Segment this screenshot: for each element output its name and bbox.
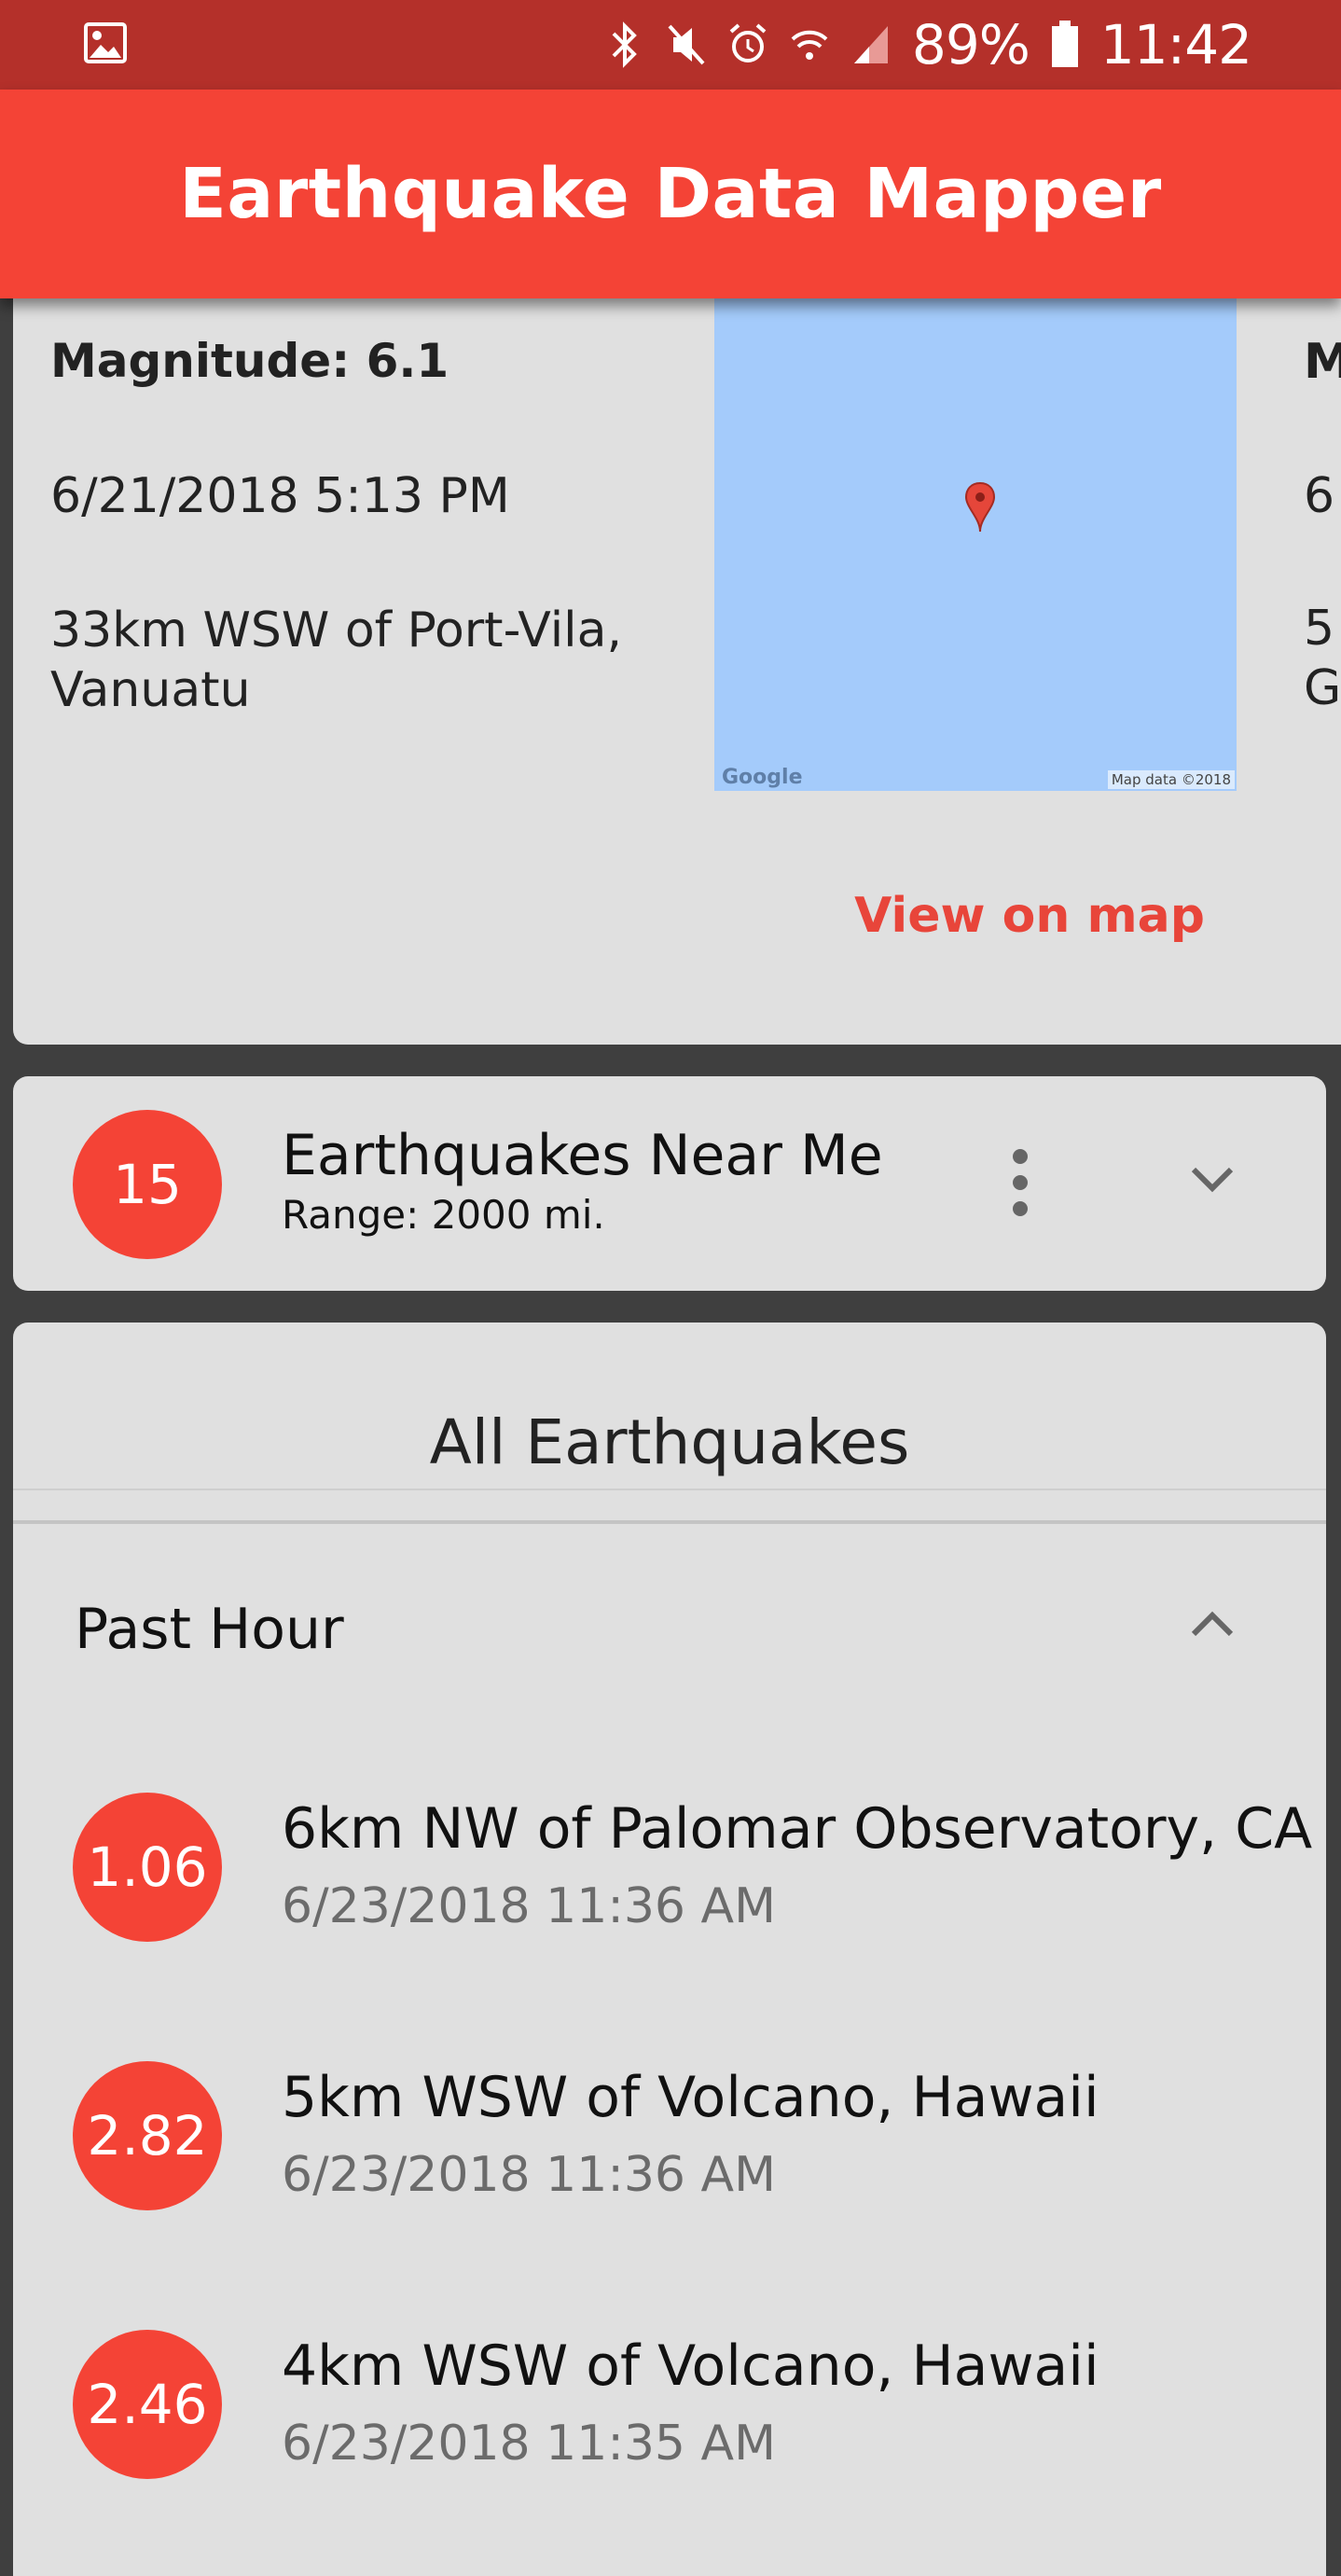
- magnitude-label: Magnitude: 6.1: [50, 334, 449, 388]
- section-past-hour[interactable]: Past Hour: [75, 1597, 344, 1662]
- app-bar: Earthquake Data Mapper: [0, 90, 1341, 298]
- magnitude-badge: 2.46: [73, 2330, 222, 2479]
- google-logo: Google: [722, 766, 803, 789]
- alarm-icon: [729, 23, 767, 62]
- list-item[interactable]: 2.82 5km WSW of Volcano, Hawaii 6/23/201…: [13, 2061, 1326, 2229]
- status-bar: 89% 11:42: [0, 0, 1341, 90]
- map-pin-icon: [964, 481, 996, 533]
- featured-earthquake-card[interactable]: Magnitude: 6.1 6/21/2018 5:13 PM 33km WS…: [13, 224, 1326, 1045]
- quake-place: 5km WSW of Volcano, Hawaii: [282, 2065, 1099, 2130]
- list-item[interactable]: 2.46 4km WSW of Volcano, Hawaii 6/23/201…: [13, 2330, 1326, 2498]
- quake-time: 6/23/2018 11:36 AM: [282, 2147, 776, 2203]
- peek-line: G: [1304, 660, 1341, 716]
- quake-place: 6km NW of Palomar Observatory, CA: [282, 1796, 1313, 1862]
- signal-icon: [853, 26, 888, 63]
- mute-icon: [668, 24, 705, 65]
- divider: [13, 1520, 1326, 1524]
- magnitude-badge: 2.82: [73, 2061, 222, 2210]
- divider: [13, 1489, 1326, 1490]
- peek-line: M: [1304, 334, 1341, 390]
- range-label: Range: 2000 mi.: [282, 1192, 605, 1238]
- chevron-up-icon[interactable]: [1190, 1608, 1235, 1640]
- list-item[interactable]: 1.06 6km NW of Palomar Observatory, CA 6…: [13, 1793, 1326, 1960]
- near-me-title: Earthquakes Near Me: [282, 1123, 883, 1188]
- next-card-peek[interactable]: M 6 5 G: [1304, 224, 1341, 1045]
- peek-line: 5: [1304, 601, 1335, 657]
- bluetooth-icon: [612, 21, 637, 68]
- count-badge: 15: [73, 1110, 222, 1259]
- battery-percent: 89%: [911, 13, 1030, 76]
- wifi-icon: [791, 30, 828, 60]
- map-credit: Map data ©2018: [1107, 770, 1235, 789]
- chevron-down-icon[interactable]: [1190, 1164, 1235, 1196]
- view-on-map-button[interactable]: View on map: [854, 888, 1205, 944]
- more-options-icon[interactable]: [1011, 1149, 1030, 1216]
- all-earthquakes-panel: All Earthquakes Past Hour 1.06 6km NW of…: [13, 1323, 1326, 2576]
- quake-time: 6/23/2018 11:35 AM: [282, 2416, 776, 2472]
- magnitude-badge: 1.06: [73, 1793, 222, 1942]
- app-title: Earthquake Data Mapper: [179, 154, 1162, 234]
- location-label: 33km WSW of Port-Vila, Vanuatu: [50, 602, 623, 718]
- clock: 11:42: [1099, 13, 1252, 76]
- battery-icon: [1051, 21, 1078, 67]
- datetime-label: 6/21/2018 5:13 PM: [50, 468, 510, 524]
- peek-line: 6: [1304, 468, 1335, 524]
- gallery-icon: [84, 22, 127, 63]
- earthquakes-near-me-card[interactable]: 15 Earthquakes Near Me Range: 2000 mi.: [13, 1076, 1326, 1291]
- all-earthquakes-title: All Earthquakes: [429, 1406, 910, 1478]
- map-preview[interactable]: Google Map data ©2018: [714, 298, 1237, 791]
- quake-place: 4km WSW of Volcano, Hawaii: [282, 2334, 1099, 2399]
- quake-time: 6/23/2018 11:36 AM: [282, 1878, 776, 1934]
